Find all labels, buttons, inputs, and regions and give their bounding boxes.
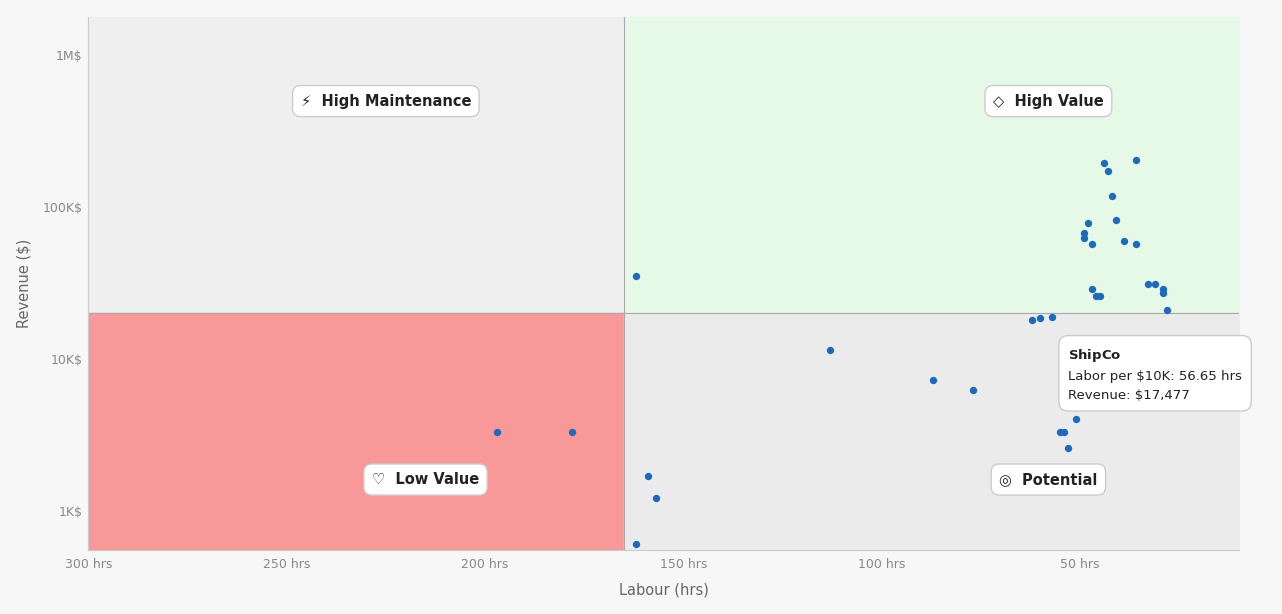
Point — [645, 494, 665, 503]
Point — [1153, 289, 1173, 298]
Point — [1153, 284, 1173, 293]
Point — [963, 386, 983, 395]
Point — [1185, 391, 1205, 401]
Point — [1058, 443, 1078, 453]
Point — [1165, 386, 1186, 395]
Point — [1086, 291, 1106, 301]
Text: ⚡  High Maintenance: ⚡ High Maintenance — [300, 93, 470, 109]
Point — [626, 539, 646, 549]
Point — [1050, 427, 1070, 437]
Point — [1022, 315, 1042, 325]
Point — [637, 470, 658, 480]
Point — [1158, 305, 1178, 315]
Point — [626, 271, 646, 281]
Point — [1054, 427, 1074, 437]
Point — [1114, 236, 1135, 246]
Text: ◇  High Value: ◇ High Value — [994, 93, 1104, 109]
Point — [1042, 311, 1063, 321]
Text: $\bf{Ship Co}$
Labor per $10K: 56.65 hrs
Revenue: $17,477: $\bf{Ship Co}$ Labor per $10K: 56.65 hrs… — [1068, 347, 1242, 402]
Point — [1082, 239, 1103, 249]
Point — [820, 344, 841, 354]
Point — [1126, 155, 1146, 165]
Point — [1078, 219, 1099, 228]
Point — [1126, 239, 1146, 249]
Point — [1031, 313, 1051, 323]
Text: ◎  Potential: ◎ Potential — [999, 472, 1097, 487]
Point — [1074, 228, 1095, 238]
Point — [1105, 216, 1126, 225]
Point — [1074, 233, 1095, 243]
Point — [1065, 414, 1086, 424]
Point — [562, 427, 582, 437]
Point — [1094, 158, 1114, 168]
Point — [1158, 397, 1178, 407]
Point — [1101, 192, 1122, 201]
X-axis label: Labour (hrs): Labour (hrs) — [619, 582, 709, 597]
Point — [1137, 279, 1158, 289]
Point — [1090, 291, 1110, 301]
Y-axis label: Revenue ($): Revenue ($) — [17, 239, 32, 328]
Point — [1145, 279, 1165, 289]
Point — [487, 427, 508, 437]
Text: ♡  Low Value: ♡ Low Value — [372, 472, 479, 487]
Point — [923, 376, 944, 386]
Point — [1097, 166, 1118, 176]
Point — [1082, 284, 1103, 293]
Point — [1173, 386, 1194, 395]
